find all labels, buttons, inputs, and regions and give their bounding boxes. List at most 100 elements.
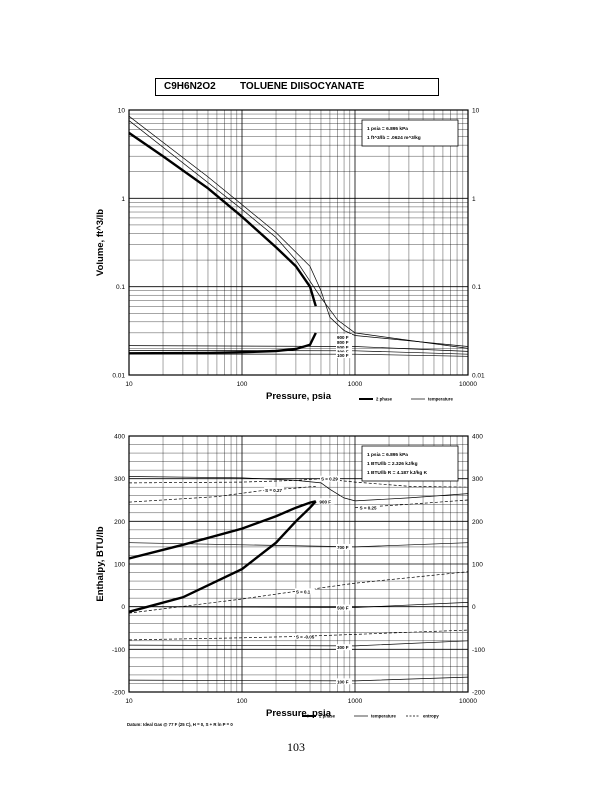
conversion-box xyxy=(361,445,459,482)
conversion-text: 1 BTU/lb = 2.326 kJ/kg xyxy=(367,461,418,467)
isentrope-label-bg xyxy=(358,504,379,511)
y-tick-label-right: 200 xyxy=(472,519,483,526)
isentrope-line xyxy=(129,629,468,641)
isotherm-label: 500 F xyxy=(337,345,349,350)
isentrope-label: S = -0.05 xyxy=(296,635,315,640)
x-tick-label: 1000 xyxy=(348,381,363,388)
chemical-formula: C9H6N2O2 xyxy=(164,81,216,92)
plot-area xyxy=(129,476,468,682)
isotherm-label-bg xyxy=(336,604,352,611)
conversion-box xyxy=(361,119,459,147)
y-tick-label: 400 xyxy=(114,434,125,441)
volume-pressure-chart: 10 100 1000 100000.010.11100.010.1110Pressu… xyxy=(95,108,485,403)
x-axis-label: Pressure, psia xyxy=(266,391,332,402)
plot-area xyxy=(129,115,468,357)
plot-frame xyxy=(128,435,469,693)
y-tick-label: 200 xyxy=(114,519,125,526)
y-axis-label: Enthalpy, BTU/lb xyxy=(95,526,106,601)
title-box: C9H6N2O2 TOLUENE DIISOCYANATE xyxy=(155,78,439,96)
isentrope-label: S = 0.1 xyxy=(296,589,311,594)
isentrope-label-bg xyxy=(264,486,285,493)
isotherm-label-bg xyxy=(336,352,352,359)
y-tick-label-right: -100 xyxy=(472,647,485,654)
y-tick-label: -200 xyxy=(112,690,125,697)
chemical-name: TOLUENE DIISOCYANATE xyxy=(240,81,365,92)
isotherm-label: 300 F xyxy=(337,645,349,650)
legend-label: 2 phase xyxy=(319,714,336,719)
y-tick-label: 0 xyxy=(121,604,125,611)
isotherm-label-bg xyxy=(336,339,352,346)
isotherm-line xyxy=(129,676,468,682)
isotherm-label: 800 F xyxy=(337,340,349,345)
conversion-text: 1 BTU/lb R = 4.187 kJ/kg K xyxy=(367,470,428,476)
isotherm-line xyxy=(129,602,468,608)
plot-frame xyxy=(128,109,469,376)
isotherm-line xyxy=(129,640,468,647)
y-tick-label-right: -200 xyxy=(472,690,485,697)
legend-label: temperature xyxy=(428,397,453,402)
saturated-vapor-line xyxy=(129,131,317,307)
y-tick-label: 0.01 xyxy=(112,373,125,380)
isentrope-label-bg xyxy=(319,475,340,482)
x-tick-label: 100 xyxy=(237,698,248,705)
isotherm-line xyxy=(129,120,468,349)
y-tick-label-right: 1 xyxy=(472,196,476,203)
y-tick-label: -100 xyxy=(112,647,125,654)
saturated-vapor-line xyxy=(129,500,317,560)
isotherm-line xyxy=(129,345,468,352)
y-tick-label-right: 0.1 xyxy=(472,284,481,291)
isentrope-line xyxy=(129,485,316,503)
enthalpy-pressure-chart: 10 100 1000 10000-200-1000100200300400-200-… xyxy=(95,434,485,728)
x-axis-label: Pressure, psia xyxy=(266,708,332,719)
isentrope-label-bg xyxy=(294,633,315,640)
isotherm-line xyxy=(129,115,468,347)
isotherm-label-bg xyxy=(336,343,352,350)
x-tick-label: 1000 xyxy=(348,698,363,705)
y-tick-label: 100 xyxy=(114,562,125,569)
isotherm-label-bg xyxy=(336,678,352,685)
isentrope-label: S = 0.27 xyxy=(265,488,282,493)
isotherm-label: 100 F xyxy=(337,679,349,684)
x-tick-label: 10 xyxy=(125,698,133,705)
isentrope-label: S = 0.25 xyxy=(360,506,377,511)
conversion-text: 1 psia = 6.895 kPa xyxy=(367,452,408,458)
isotherm-label: 700 F xyxy=(337,545,349,550)
legend-label: entropy xyxy=(423,714,439,719)
isotherm-line xyxy=(129,353,468,357)
x-tick-label: 10000 xyxy=(459,698,477,705)
isotherm-label-bg xyxy=(336,348,352,355)
isotherm-line xyxy=(129,542,468,548)
x-tick-label: 10 xyxy=(125,381,133,388)
isotherm-label-bg xyxy=(336,333,352,340)
y-tick-label-right: 0 xyxy=(472,604,476,611)
saturated-liquid-line xyxy=(129,500,317,613)
y-tick-label-right: 300 xyxy=(472,476,483,483)
datum-note: Datum: Ideal Gas @ 77 F (25 C), H = 0, S… xyxy=(127,722,233,727)
legend-label: 2 phase xyxy=(376,397,393,402)
conversion-text: 1 ft^3/lb = .0624 m^3/kg xyxy=(367,135,421,141)
y-tick-label-right: 10 xyxy=(472,108,480,115)
isotherm-line xyxy=(129,350,468,355)
isentrope-line xyxy=(129,571,468,614)
isotherm-label: 900 F xyxy=(337,335,349,340)
isotherm-label-bg xyxy=(336,644,352,651)
isentrope-label-bg xyxy=(294,588,315,595)
y-axis-label: Volume, ft^3/lb xyxy=(95,209,106,276)
x-tick-label: 100 xyxy=(237,381,248,388)
y-tick-label: 10 xyxy=(118,108,126,115)
isentrope-label: S = 0.29 xyxy=(321,477,338,482)
isotherm-label: 100 F xyxy=(337,353,349,358)
y-tick-label: 0.1 xyxy=(116,284,125,291)
isotherm-label: 900 F xyxy=(319,499,331,504)
conversion-text: 1 psia = 6.895 kPa xyxy=(367,126,408,132)
isotherm-label: 300 F xyxy=(337,349,349,354)
isotherm-label-bg xyxy=(318,498,335,505)
y-tick-label: 300 xyxy=(114,476,125,483)
x-tick-label: 10000 xyxy=(459,381,477,388)
y-tick-label-right: 400 xyxy=(472,434,483,441)
y-tick-label-right: 100 xyxy=(472,562,483,569)
saturated-liquid-line xyxy=(129,332,317,355)
isotherm-label-bg xyxy=(336,543,352,550)
isotherm-line xyxy=(129,476,468,502)
